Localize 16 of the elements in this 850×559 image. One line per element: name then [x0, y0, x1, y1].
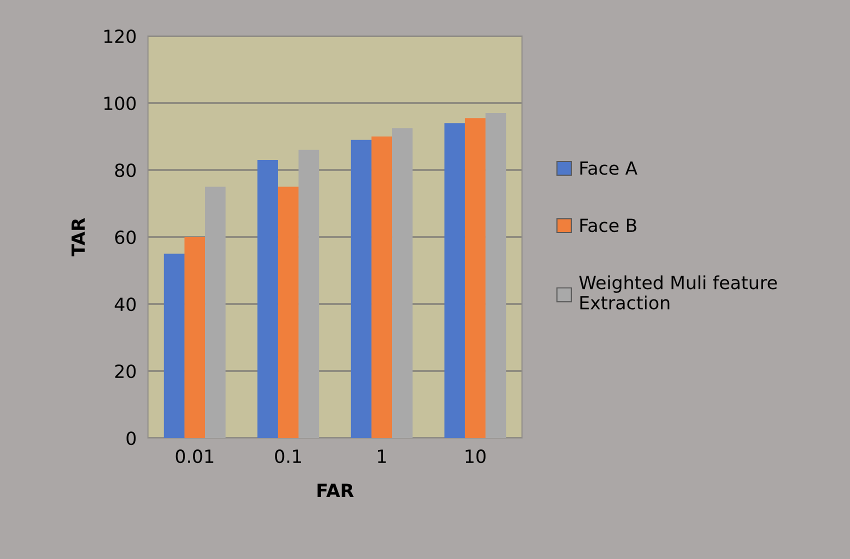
y-tick-label: 20 — [115, 364, 136, 378]
y-tick-label: 60 — [115, 230, 136, 244]
x-tick-label: 1 — [378, 450, 386, 463]
y-tick-label: 80 — [115, 163, 136, 178]
y-tick-label: 0 — [126, 431, 136, 446]
legend-label: Face A — [580, 162, 638, 175]
x-axis-title: FAR — [318, 484, 354, 497]
legend-label: Face B — [580, 218, 636, 232]
x-tick-label: 0.1 — [275, 449, 301, 464]
y-tick-label: 100 — [104, 96, 136, 110]
legend-label: Weighted Muli feature Extraction — [579, 275, 777, 310]
y-tick-label: 40 — [114, 297, 136, 312]
y-axis-title: TAR — [72, 218, 85, 256]
y-tick-label: 120 — [104, 29, 136, 44]
x-tick-label: 0.01 — [176, 449, 214, 464]
x-tick-label: 10 — [466, 449, 486, 464]
